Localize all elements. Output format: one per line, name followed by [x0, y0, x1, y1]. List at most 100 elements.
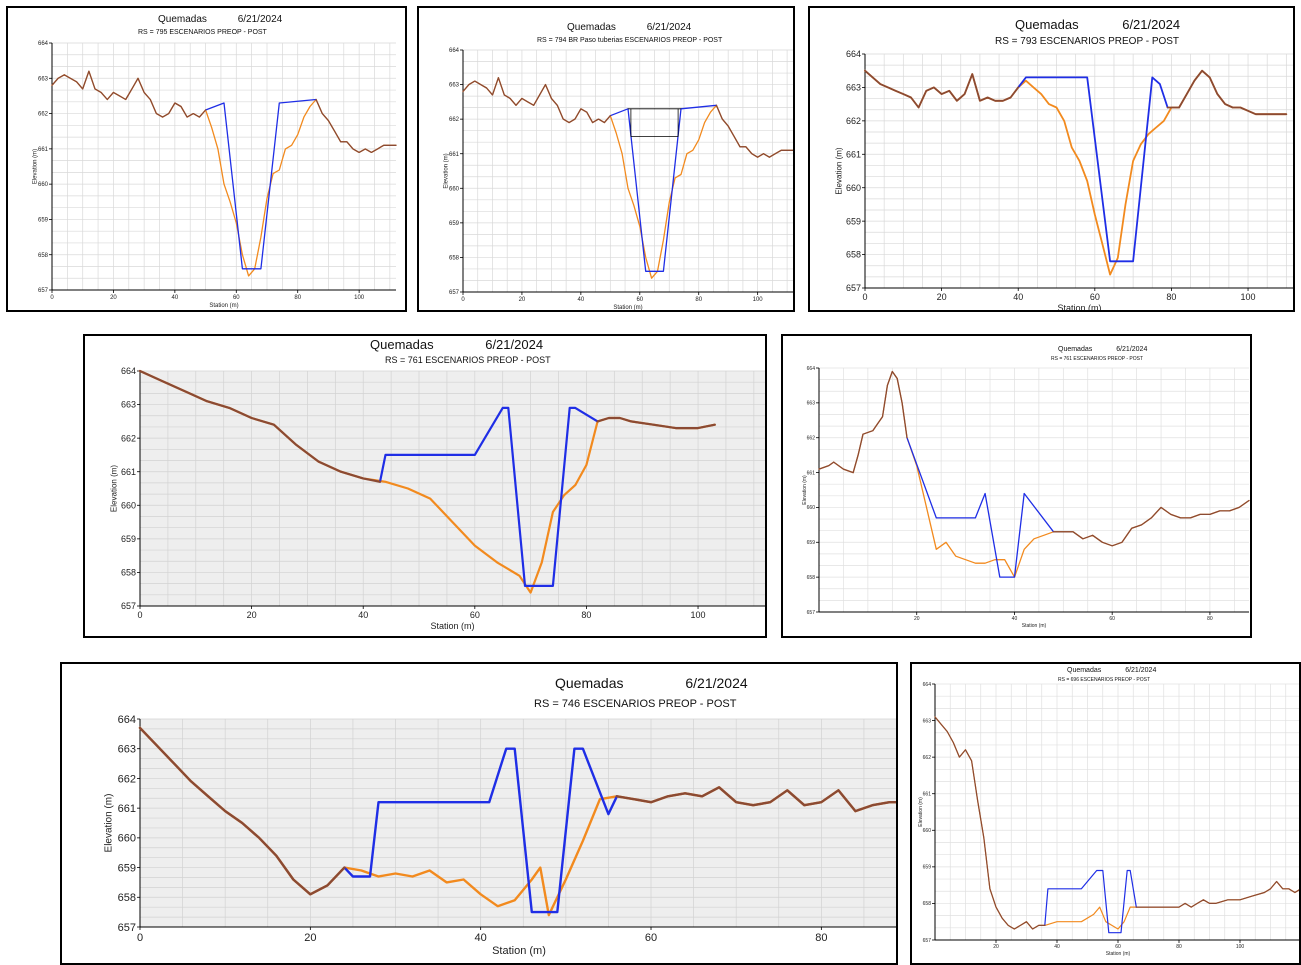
- y-tick-label: 658: [923, 901, 932, 907]
- y-axis-label: Elevation (m): [103, 794, 114, 853]
- chart-svg-rs-696: 657 658 659 660 661 662 663 664 20 40 60 80 100 Stati…: [918, 682, 1299, 957]
- x-tick-label: 60: [470, 610, 480, 620]
- x-tick-label: 20: [304, 932, 316, 944]
- series-line-3: [596, 416, 716, 430]
- y-tick-label: 662: [121, 433, 136, 443]
- chart-panel-rs-696: 657 658 659 660 661 662 663 664 20 40 60 80 100 Stati…: [910, 662, 1301, 965]
- y-tick-label: 659: [846, 216, 861, 226]
- y-axis-label: Elevation (m): [918, 797, 924, 827]
- x-tick-label: 60: [645, 932, 657, 944]
- x-axis-label: Station (m): [1106, 951, 1131, 957]
- y-tick-label: 662: [449, 117, 460, 123]
- y-tick-label: 664: [449, 48, 460, 54]
- y-tick-label: 660: [923, 828, 932, 834]
- chart-title: Quemadas 6/21/2024: [1067, 667, 1156, 674]
- y-tick-label: 663: [923, 718, 932, 724]
- x-tick-label: 0: [862, 292, 867, 302]
- chart-title-name: Quemadas: [555, 675, 624, 691]
- chart-title-date: 6/21/2024: [1122, 17, 1181, 32]
- x-tick-label: 80: [695, 297, 702, 303]
- chart-panel-rs-794: 657 658 659 660 661 662 663 664 0 20 40 60 80 100 Stat…: [417, 6, 795, 312]
- x-axis-label: Station (m): [1022, 623, 1047, 629]
- x-tick-label: 80: [294, 295, 301, 301]
- chart-subtitle: RS = 794 BR Paso tuberias ESCENARIOS PRE…: [537, 37, 723, 44]
- series-line-1: [609, 104, 718, 272]
- y-tick-label: 659: [449, 221, 460, 227]
- y-tick-label: 659: [121, 534, 136, 544]
- y-tick-label: 663: [38, 76, 49, 82]
- y-tick-label: 660: [449, 186, 460, 192]
- y-tick-label: 661: [121, 467, 136, 477]
- chart-title-date: 6/21/2024: [646, 22, 692, 33]
- y-tick-label: 662: [846, 116, 861, 126]
- chart-title: Quemadas 6/21/2024: [555, 675, 748, 691]
- x-tick-label: 40: [1054, 944, 1060, 950]
- plot-area: [140, 719, 896, 927]
- x-axis-label: Station (m): [1057, 303, 1101, 310]
- y-tick-label: 661: [923, 791, 932, 797]
- y-tick-label: 662: [923, 755, 932, 761]
- x-tick-label: 40: [475, 932, 487, 944]
- plot-area: [140, 371, 765, 606]
- series-line-3: [615, 786, 896, 813]
- y-tick-label: 657: [449, 290, 460, 296]
- y-tick-label: 658: [38, 253, 49, 259]
- x-tick-label: 40: [358, 610, 368, 620]
- series-group: [51, 70, 397, 277]
- y-tick-label: 664: [846, 49, 861, 59]
- x-tick-label: 0: [137, 610, 142, 620]
- series-line-3: [1135, 880, 1299, 908]
- x-tick-label: 40: [1012, 616, 1018, 622]
- chart-title-name: Quemadas: [1058, 346, 1093, 353]
- x-axis-label: Station (m): [430, 621, 474, 631]
- series-line-2: [864, 69, 1020, 109]
- plot-area: [819, 368, 1249, 612]
- series-line-1: [378, 406, 599, 587]
- y-tick-label: 658: [118, 892, 136, 904]
- chart-title-name: Quemadas: [567, 22, 616, 33]
- y-tick-label: 663: [121, 400, 136, 410]
- chart-svg-rs-746: 657 658 659 660 661 662 663 664 0 20 40 60 80 Station…: [103, 714, 896, 957]
- x-tick-label: 80: [1166, 292, 1176, 302]
- x-tick-label: 0: [50, 295, 54, 301]
- chart-panel-rs-746: 657 658 659 660 661 662 663 664 0 20 40 60 80 Station…: [60, 662, 898, 965]
- series-group: [864, 69, 1288, 276]
- chart-svg-rs-761-b: 657 658 659 660 661 662 663 664 20 40 60 80 Station …: [802, 366, 1250, 629]
- chart-panel-rs-793: 657 658 659 660 661 662 663 664 0 20 40 60 80 100 Stat…: [808, 6, 1295, 312]
- chart-svg-rs-794: 657 658 659 660 661 662 663 664 0 20 40 60 80 100 Stat…: [443, 48, 793, 310]
- y-tick-label: 662: [807, 435, 816, 441]
- y-tick-label: 661: [38, 147, 49, 153]
- grid-lines: [462, 49, 793, 293]
- x-tick-label: 40: [1013, 292, 1023, 302]
- x-tick-label: 100: [1241, 292, 1256, 302]
- x-tick-label: 20: [914, 616, 920, 622]
- chart-subtitle: RS = 746 ESCENARIOS PREOP - POST: [534, 698, 737, 710]
- chart-title-date: 6/21/2024: [1116, 346, 1148, 353]
- y-tick-label: 660: [121, 500, 136, 510]
- y-tick-label: 657: [118, 922, 136, 934]
- x-tick-label: 0: [137, 932, 143, 944]
- chart-title: Quemadas 6/21/2024: [1015, 17, 1180, 32]
- grid-lines: [818, 367, 1249, 613]
- chart-subtitle: RS = 793 ESCENARIOS PREOP - POST: [995, 36, 1180, 47]
- series-group: [138, 369, 716, 594]
- chart-panel-rs-761-a: 657 658 659 660 661 662 663 664 0 20 40 60 80 100 Stat…: [83, 334, 767, 638]
- y-tick-label: 658: [121, 568, 136, 578]
- series-line-2: [934, 716, 1046, 930]
- series-line-3: [315, 98, 397, 154]
- y-tick-label: 664: [121, 366, 136, 376]
- plot-area: [865, 54, 1293, 288]
- chart-title-date: 6/21/2024: [685, 675, 748, 691]
- chart-subtitle: RS = 761 ESCENARIOS PREOP - POST: [1051, 356, 1144, 362]
- series-line-7: [715, 104, 793, 158]
- y-tick-label: 661: [118, 803, 136, 815]
- series-line-1: [906, 437, 1055, 578]
- x-tick-label: 20: [110, 295, 117, 301]
- y-tick-label: 659: [118, 862, 136, 874]
- chart-svg-rs-793: 657 658 659 660 661 662 663 664 0 20 40 60 80 100 Stat…: [835, 49, 1293, 310]
- y-tick-label: 659: [807, 540, 816, 546]
- series-line-2: [818, 370, 908, 474]
- series-line-2: [138, 369, 382, 483]
- chart-subtitle: RS = 761 ESCENARIOS PREOP - POST: [385, 355, 551, 365]
- chart-title: Quemadas 6/21/2024: [567, 22, 691, 33]
